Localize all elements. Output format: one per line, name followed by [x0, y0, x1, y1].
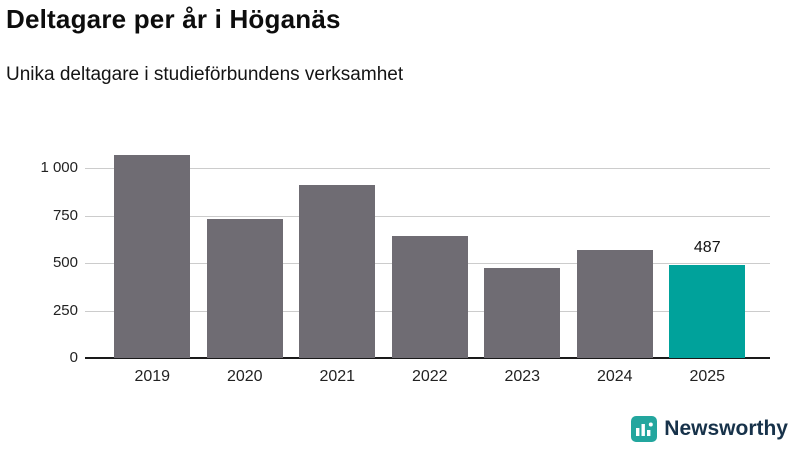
chart-subtitle: Unika deltagare i studieförbundens verks…	[6, 64, 404, 85]
bar-2022	[391, 236, 468, 358]
x-axis-label-2022: 2022	[411, 368, 448, 385]
x-axis-label-2023: 2023	[504, 368, 541, 385]
gridline-750	[85, 215, 770, 217]
y-axis-tick-250: 250	[52, 301, 78, 319]
y-axis-tick-0: 0	[69, 349, 78, 366]
x-axis-line	[85, 357, 770, 359]
bar-2020	[206, 219, 283, 358]
bar-2023	[484, 267, 561, 358]
bar-chart: 0 250 500 750 1 000 2019 2020 2021 2022 2023 2024 2…	[0, 128, 800, 408]
y-axis-tick-500: 500	[52, 254, 78, 271]
value-label-2025: 487	[693, 239, 721, 257]
bar-2024	[576, 249, 653, 358]
newsworthy-branding: Newsworthy	[631, 416, 788, 442]
gridline-1000	[85, 168, 770, 169]
y-axis-tick-750: 750	[52, 206, 78, 224]
y-axis-tick-1000: 1 000	[40, 159, 78, 176]
newsworthy-name: Newsworthy	[664, 417, 788, 440]
bar-chart-icon	[631, 416, 658, 442]
x-axis-label-2019: 2019	[134, 368, 171, 385]
x-axis-label-2024: 2024	[596, 368, 633, 385]
bar-2021	[299, 185, 376, 358]
x-axis-label-2021: 2021	[319, 368, 356, 385]
bar-2025	[669, 265, 746, 358]
bar-2019	[114, 154, 191, 358]
x-axis-label-2025: 2025	[689, 368, 726, 385]
x-axis-label-2020: 2020	[226, 368, 263, 385]
page-title: Deltagare per år i Höganäs	[6, 4, 341, 34]
